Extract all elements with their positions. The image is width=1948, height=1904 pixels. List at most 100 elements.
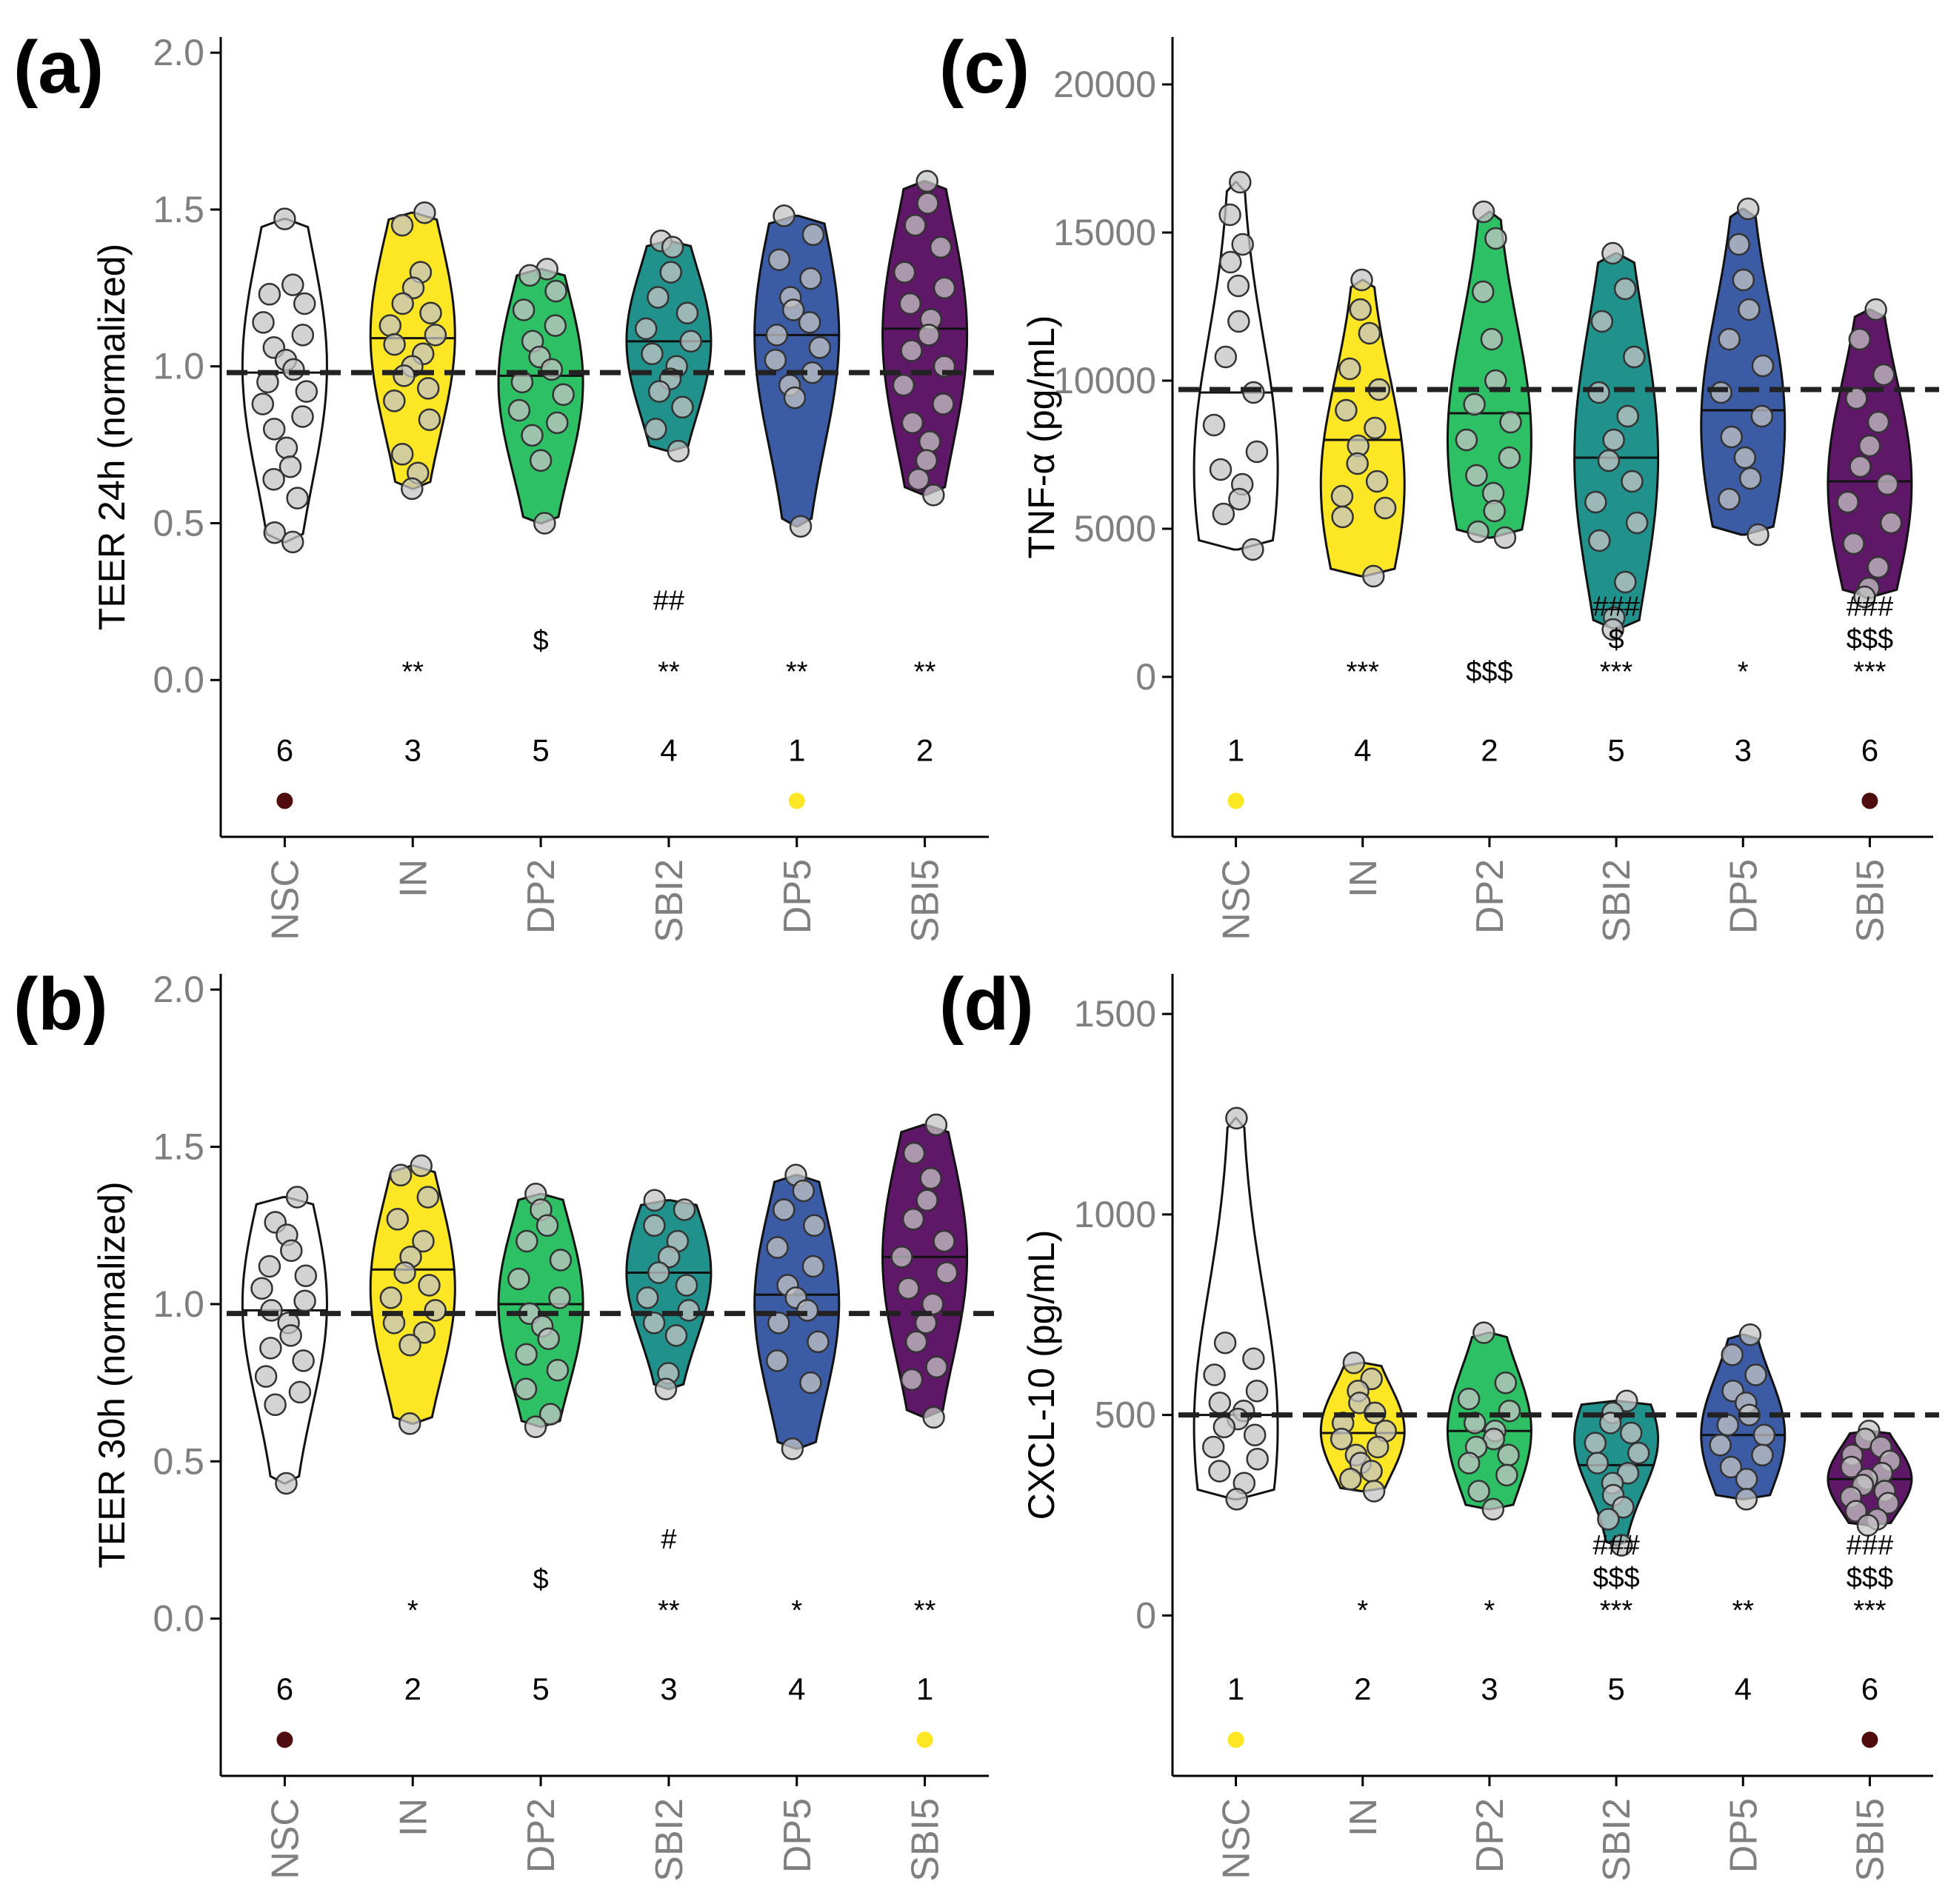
data-point: [273, 207, 296, 230]
data-point: [401, 477, 424, 501]
data-point: [1864, 298, 1887, 321]
y-tick-label: 0.5: [153, 1440, 204, 1482]
data-point: [1213, 1415, 1236, 1439]
data-point: [1588, 529, 1611, 552]
data-point: [1242, 1347, 1265, 1371]
data-point: [1848, 327, 1872, 351]
rank-label: 1: [788, 732, 805, 767]
data-point: [1718, 487, 1741, 511]
data-point: [1738, 467, 1762, 490]
data-point: [1495, 1463, 1518, 1487]
rank-label: 5: [532, 732, 549, 767]
y-tick-label: 15000: [1053, 212, 1156, 253]
rank-label: 6: [276, 732, 293, 767]
significance-label: ###: [1592, 591, 1639, 622]
significance-label: **: [401, 656, 424, 687]
data-point: [1245, 1379, 1269, 1403]
data-point: [1601, 241, 1624, 265]
x-tick-label: DP5: [776, 1798, 819, 1873]
data-point: [1203, 1363, 1226, 1386]
x-tick-label: DP5: [776, 859, 819, 934]
data-point: [398, 1412, 421, 1435]
data-point: [1213, 1331, 1237, 1354]
rank-label: 3: [1481, 1671, 1498, 1706]
x-tick-label: NSC: [264, 1798, 307, 1880]
data-point: [524, 1415, 547, 1438]
data-point: [764, 348, 787, 372]
worst-marker: [276, 792, 293, 809]
data-point: [904, 1330, 928, 1354]
data-point: [546, 1358, 570, 1382]
data-point: [925, 1355, 948, 1379]
significance-label: *: [1738, 656, 1749, 687]
data-point: [781, 1437, 804, 1460]
significance-label: ***: [1853, 1595, 1887, 1626]
data-point: [1227, 274, 1250, 298]
data-point: [1472, 1321, 1495, 1344]
y-axis-title: TEER 30h (normalized): [91, 1181, 133, 1568]
data-point: [1366, 1435, 1390, 1459]
data-point: [892, 373, 915, 397]
data-point: [424, 324, 447, 347]
best-marker: [1227, 1731, 1244, 1748]
data-point: [1601, 618, 1624, 641]
rank-label: 6: [1861, 732, 1878, 767]
rank-label: 4: [1354, 732, 1371, 767]
data-point: [654, 1377, 678, 1400]
x-tick-label: DP2: [520, 859, 563, 934]
x-tick-label: NSC: [264, 859, 307, 941]
data-point: [647, 286, 670, 309]
y-tick-label: 1000: [1074, 1194, 1156, 1235]
data-point: [379, 1286, 403, 1309]
data-point: [1623, 345, 1646, 369]
rank-label: 6: [1861, 1671, 1878, 1706]
data-point: [1218, 203, 1241, 227]
data-point: [1349, 298, 1372, 321]
significance-label: **: [658, 656, 680, 687]
x-tick-label: IN: [1342, 1798, 1385, 1837]
data-point: [507, 398, 531, 422]
data-point: [1584, 1432, 1607, 1454]
data-point: [263, 521, 287, 544]
significance-label: $$$: [1847, 624, 1893, 655]
violin-sbi2: [625, 1199, 713, 1391]
data-point: [679, 330, 702, 353]
data-point: [516, 1229, 538, 1253]
data-point: [1245, 440, 1269, 464]
significance-label: ##: [653, 585, 684, 616]
rank-label: 5: [1607, 732, 1624, 767]
data-point: [673, 1198, 696, 1221]
y-tick-label: 0.5: [153, 502, 204, 544]
significance-label: $: [533, 625, 549, 656]
data-point: [1858, 434, 1881, 458]
data-point: [254, 1365, 278, 1388]
rank-label: 6: [276, 1671, 293, 1706]
data-point: [799, 1371, 822, 1394]
y-tick-label: 2.0: [153, 969, 204, 1010]
data-point: [536, 1214, 559, 1237]
data-point: [1467, 520, 1490, 544]
data-point: [1875, 472, 1899, 496]
data-point: [643, 1189, 667, 1212]
data-point: [1362, 1480, 1386, 1503]
data-point: [1350, 268, 1373, 292]
significance-label: $$$: [1847, 1563, 1893, 1594]
data-point: [1209, 458, 1232, 481]
data-point: [383, 333, 406, 356]
rank-label: 4: [660, 732, 677, 767]
data-point: [293, 292, 316, 315]
significance-label: ***: [1600, 1595, 1633, 1626]
data-point: [1845, 387, 1868, 410]
data-point: [1241, 538, 1264, 561]
data-point: [286, 487, 309, 510]
data-point: [1481, 1497, 1505, 1521]
significance-label: #: [661, 1524, 676, 1555]
data-point: [1709, 1434, 1732, 1457]
y-tick-label: 1.5: [153, 1126, 204, 1168]
data-point: [783, 386, 807, 410]
data-point: [807, 1330, 830, 1354]
y-tick-label: 5000: [1074, 508, 1156, 550]
data-point: [1598, 1412, 1622, 1434]
data-point: [1498, 446, 1521, 470]
